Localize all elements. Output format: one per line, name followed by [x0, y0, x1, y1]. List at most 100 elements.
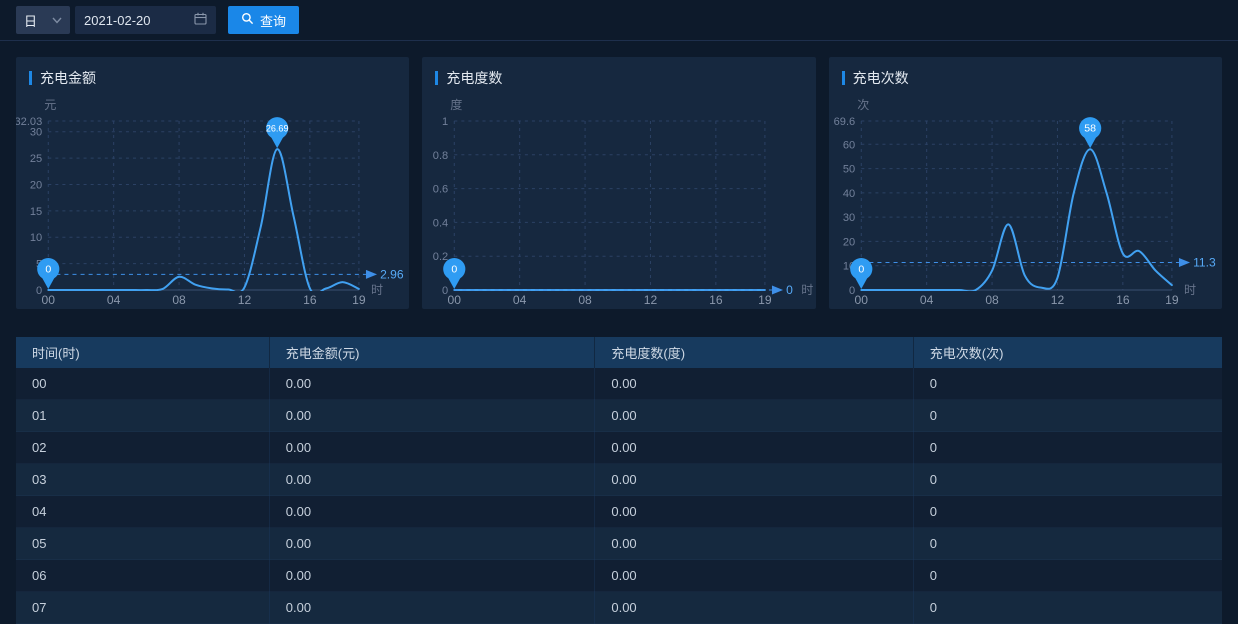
table-row: 04 0.00 0.00 0 — [16, 495, 1222, 528]
svg-text:0.2: 0.2 — [433, 251, 448, 263]
charts-row: 充电金额 00040812161905101520253032.03元时2.96… — [16, 57, 1222, 309]
table-cell: 0.00 — [269, 495, 596, 528]
calendar-icon[interactable] — [194, 12, 207, 28]
table-cell: 0 — [913, 527, 1222, 560]
svg-text:2.96: 2.96 — [380, 267, 404, 281]
period-select[interactable]: 日 — [16, 6, 70, 34]
table-cell: 0.00 — [269, 431, 596, 464]
svg-text:30: 30 — [843, 212, 855, 224]
table-cell: 05 — [16, 527, 270, 560]
chart-title-text: 充电金额 — [40, 70, 96, 86]
title-accent-bar — [29, 71, 32, 85]
search-button-label: 查询 — [260, 13, 287, 29]
filter-toolbar: 日 2021-02-20 查询 — [0, 0, 1238, 41]
chart-title-text: 充电度数 — [446, 70, 503, 86]
header-hour: 时间(时) — [16, 337, 270, 368]
svg-text:元: 元 — [44, 98, 56, 112]
hourly-table: 时间(时) 充电金额(元) 充电度数(度) 充电次数(次) 00 0.00 0.00… — [16, 337, 1222, 624]
svg-text:0: 0 — [849, 285, 855, 297]
header-amount: 充电金额(元) — [269, 337, 596, 368]
date-value: 2021-02-20 — [84, 12, 151, 28]
table-cell: 0.00 — [269, 527, 596, 560]
table-cell: 04 — [16, 495, 270, 528]
svg-text:1: 1 — [442, 116, 448, 128]
svg-text:0: 0 — [858, 264, 864, 276]
chart-title-count: 充电次数 — [841, 68, 909, 88]
svg-text:08: 08 — [172, 293, 186, 307]
table-cell: 03 — [16, 463, 270, 496]
svg-text:0: 0 — [36, 285, 42, 297]
table-cell: 06 — [16, 559, 270, 592]
svg-text:0: 0 — [452, 264, 458, 276]
svg-text:0.8: 0.8 — [433, 150, 448, 162]
svg-text:11.3: 11.3 — [1193, 256, 1216, 270]
svg-text:16: 16 — [303, 293, 317, 307]
table-cell: 0.00 — [269, 559, 596, 592]
table-row: 00 0.00 0.00 0 — [16, 368, 1222, 400]
svg-text:0: 0 — [442, 285, 448, 297]
table-cell: 0.00 — [594, 463, 914, 496]
svg-text:次: 次 — [857, 98, 869, 112]
table-cell: 0 — [913, 495, 1222, 528]
search-button[interactable]: 查询 — [228, 6, 300, 34]
table-cell: 00 — [16, 368, 270, 400]
date-input[interactable]: 2021-02-20 — [75, 6, 216, 34]
table-cell: 0.00 — [269, 399, 596, 432]
table-row: 01 0.00 0.00 0 — [16, 399, 1222, 432]
title-accent-bar — [841, 71, 845, 85]
table-cell: 0 — [913, 591, 1222, 624]
svg-text:0.6: 0.6 — [433, 184, 448, 196]
table-header-row: 时间(时) 充电金额(元) 充电度数(度) 充电次数(次) — [16, 337, 1222, 368]
table-cell: 0.00 — [594, 591, 914, 624]
header-count: 充电次数(次) — [913, 337, 1222, 368]
chart-title-text: 充电次数 — [852, 70, 909, 86]
table-cell: 0.00 — [594, 495, 914, 528]
svg-text:58: 58 — [1084, 123, 1096, 135]
header-energy: 充电度数(度) — [594, 337, 914, 368]
table-cell: 0.00 — [594, 527, 914, 560]
svg-text:26.69: 26.69 — [266, 124, 289, 134]
table-cell: 0 — [913, 399, 1222, 432]
svg-text:04: 04 — [920, 293, 934, 307]
svg-text:25: 25 — [30, 153, 42, 165]
svg-text:69.6: 69.6 — [833, 116, 855, 128]
svg-text:00: 00 — [854, 293, 868, 307]
svg-text:60: 60 — [843, 139, 855, 151]
chart-panel-count: 充电次数 00 04 08 12 16 19 0 10 20 30 40 50 60 69.6 次时 11.3… — [828, 57, 1222, 309]
svg-text:10: 10 — [30, 232, 42, 244]
svg-text:时: 时 — [1184, 283, 1196, 297]
table-cell: 0.00 — [594, 431, 914, 464]
amount-chart: 00040812161905101520253032.03元时2.96026.6… — [16, 98, 404, 307]
period-select-value: 日 — [24, 13, 38, 29]
table-row: 02 0.00 0.00 0 — [16, 431, 1222, 464]
chart-panel-amount: 充电金额 00040812161905101520253032.03元时2.96… — [16, 57, 410, 309]
table-row: 06 0.00 0.00 0 — [16, 559, 1222, 592]
table-cell: 0 — [913, 463, 1222, 496]
chart-title-energy: 充电度数 — [435, 68, 502, 88]
svg-text:16: 16 — [709, 293, 723, 307]
svg-text:12: 12 — [644, 293, 658, 307]
svg-text:12: 12 — [238, 293, 252, 307]
svg-text:19: 19 — [1165, 293, 1179, 307]
svg-text:04: 04 — [513, 293, 527, 307]
svg-text:16: 16 — [1116, 293, 1130, 307]
svg-text:50: 50 — [843, 164, 855, 176]
chevron-down-icon — [52, 17, 62, 24]
svg-text:0: 0 — [786, 283, 793, 297]
table-cell: 0.00 — [594, 399, 914, 432]
table-row: 05 0.00 0.00 0 — [16, 527, 1222, 560]
svg-text:15: 15 — [30, 206, 42, 218]
chart-panel-energy: 充电度数 00 04 08 12 16 19 0 0.2 0.4 0.6 0.8 1 度时 0 0 — [422, 57, 816, 309]
chart-title-amount: 充电金额 — [29, 68, 96, 88]
table-row: 03 0.00 0.00 0 — [16, 463, 1222, 496]
table-cell: 0.00 — [594, 559, 914, 592]
svg-text:时: 时 — [371, 283, 383, 297]
table-cell: 0 — [913, 368, 1222, 400]
table-body: 00 0.00 0.00 0 01 0.00 0.00 0 02 0.00 0.00 0 03 0.00 0… — [16, 368, 1222, 624]
svg-text:0: 0 — [45, 264, 51, 276]
table-cell: 01 — [16, 399, 270, 432]
svg-text:20: 20 — [843, 236, 855, 248]
table-cell: 07 — [16, 591, 270, 624]
